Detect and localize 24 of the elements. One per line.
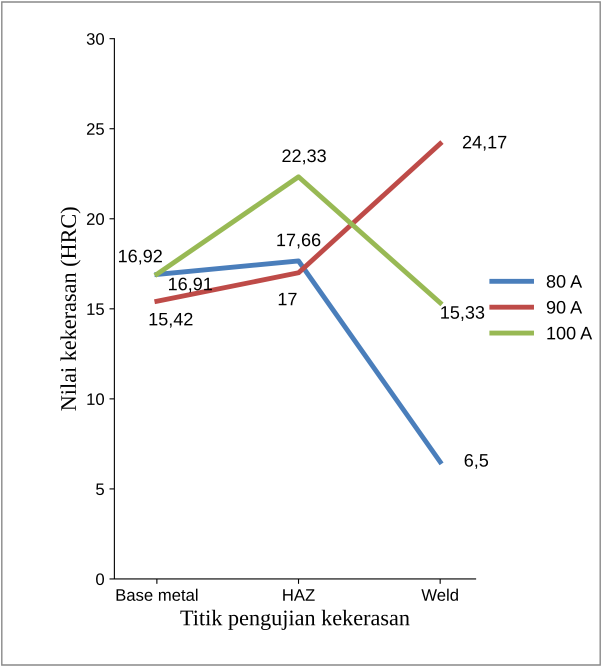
y-tick-label: 5 (96, 483, 104, 496)
y-tick-label: 10 (87, 393, 104, 406)
legend-label: 90 A (546, 300, 582, 314)
data-label: 17,66 (277, 234, 320, 248)
legend-label: 80 A (546, 275, 582, 288)
y-tick-label: 20 (86, 213, 104, 225)
y-tick-label: 0 (96, 573, 104, 586)
data-label: 6,5 (464, 454, 488, 469)
data-label: 15,42 (150, 312, 192, 328)
x-tick-label: Base metal (116, 588, 198, 601)
data-label: 22,33 (282, 149, 326, 164)
data-label: 24,17 (462, 136, 506, 151)
x-axis-title: Titik pengujian kekerasan (180, 610, 410, 630)
y-axis-title: Nilai kekerasan (HRC) (60, 207, 81, 411)
data-label: 16,91 (168, 278, 212, 293)
x-tick-label: HAZ (283, 589, 315, 601)
data-label: 16,92 (118, 250, 162, 265)
y-tick-label: 30 (86, 33, 104, 45)
legend-label: 100 A (547, 326, 592, 340)
x-tick-label: Weld (421, 588, 458, 601)
y-tick-label: 25 (86, 123, 104, 135)
data-label: 17 (278, 292, 297, 306)
y-tick-label: 15 (87, 303, 104, 316)
data-label: 15,33 (441, 306, 484, 321)
